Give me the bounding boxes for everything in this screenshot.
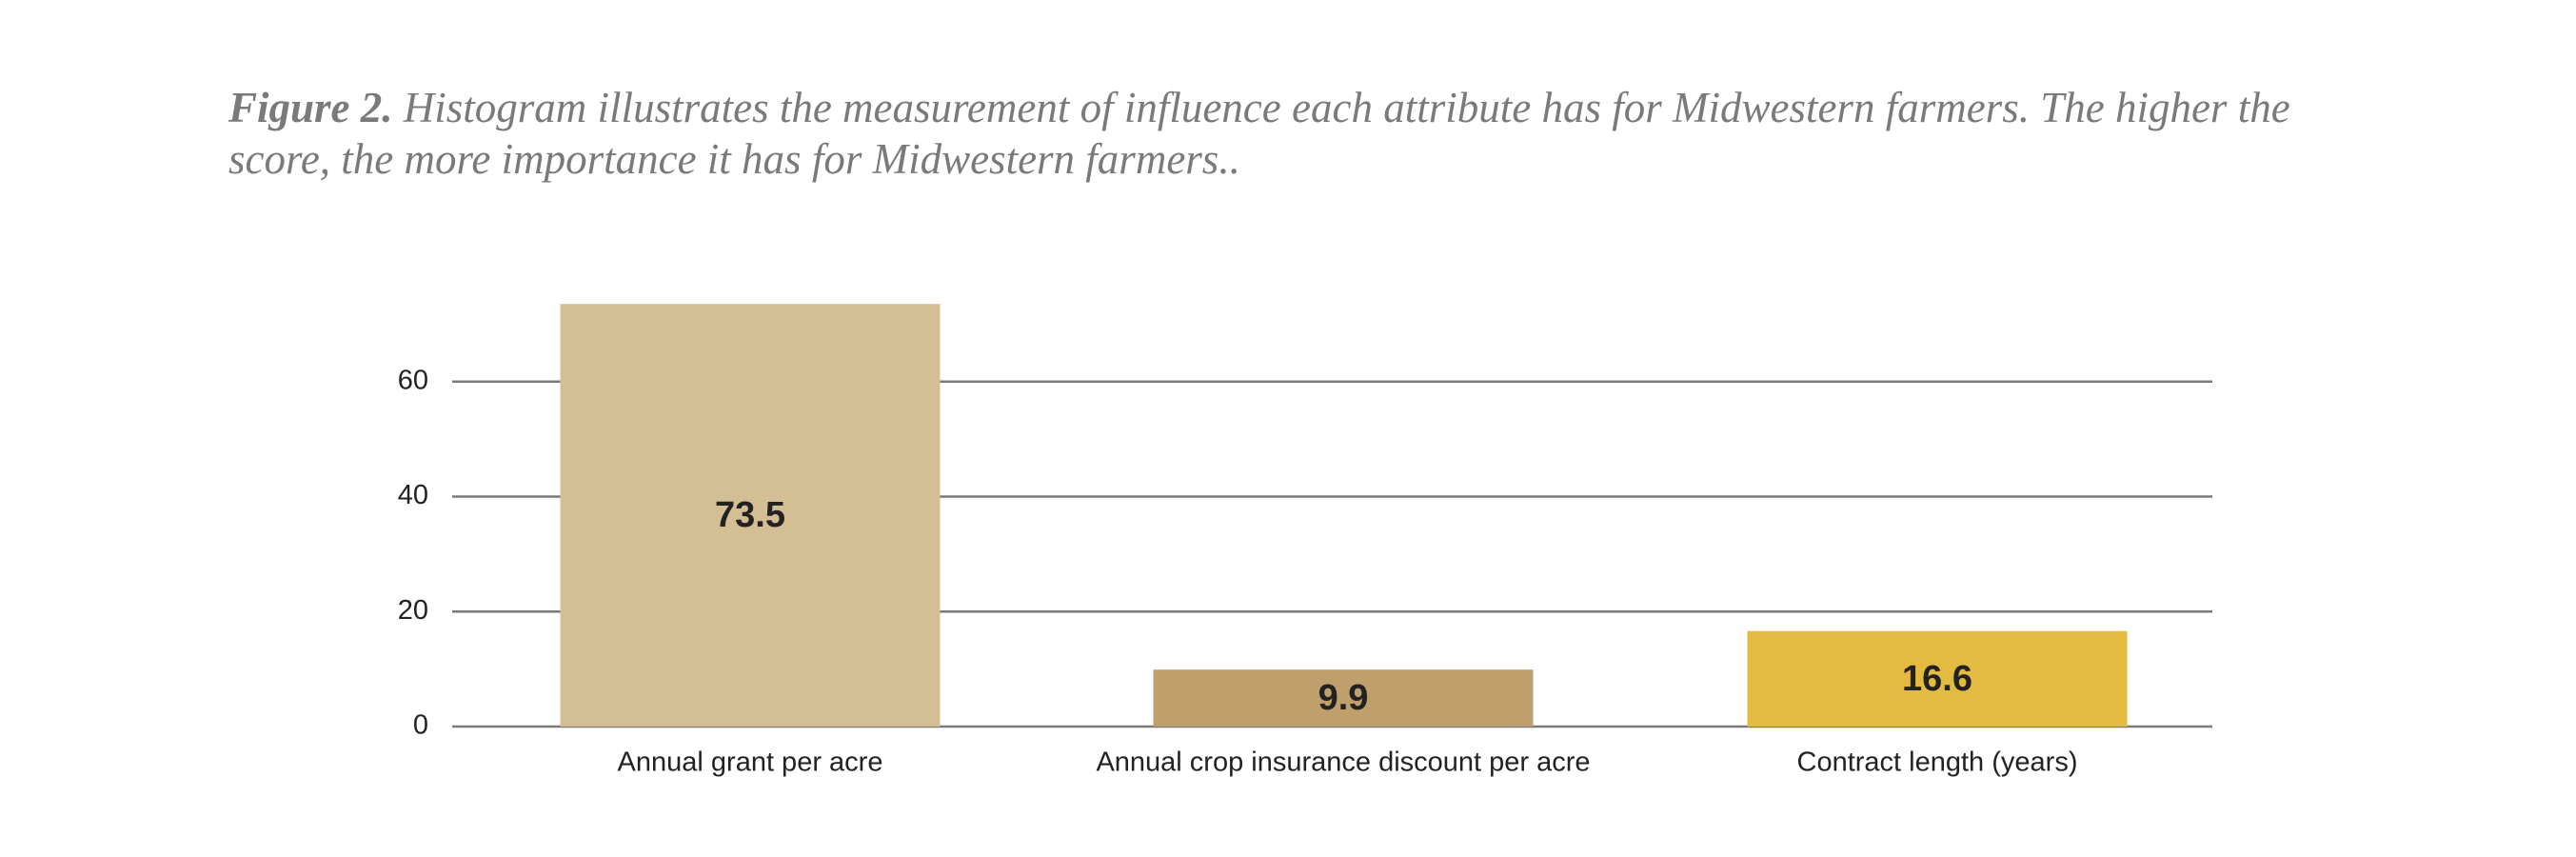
y-tick-label: 40	[398, 480, 428, 510]
y-tick-label: 60	[398, 365, 428, 395]
value-label: 16.6	[1902, 659, 1972, 699]
chart-title: Histogram illustrates the measurement of…	[228, 84, 2290, 183]
y-tick-label: 20	[398, 595, 428, 626]
value-label: 73.5	[715, 495, 785, 535]
x-tick-label: Annual crop insurance discount per acre	[1096, 747, 1590, 778]
value-label: 9.9	[1318, 678, 1369, 718]
caption: Figure 2. Histogram illustrates the meas…	[228, 82, 2380, 185]
x-tick-label: Contract length (years)	[1797, 747, 2078, 778]
bar	[560, 304, 941, 727]
bar	[1153, 669, 1534, 727]
x-tick-label: Annual grant per acre	[618, 747, 883, 778]
y-tick-label: 0	[413, 710, 428, 741]
figure-label: Figure 2.	[228, 84, 393, 131]
bar	[1747, 630, 2128, 727]
